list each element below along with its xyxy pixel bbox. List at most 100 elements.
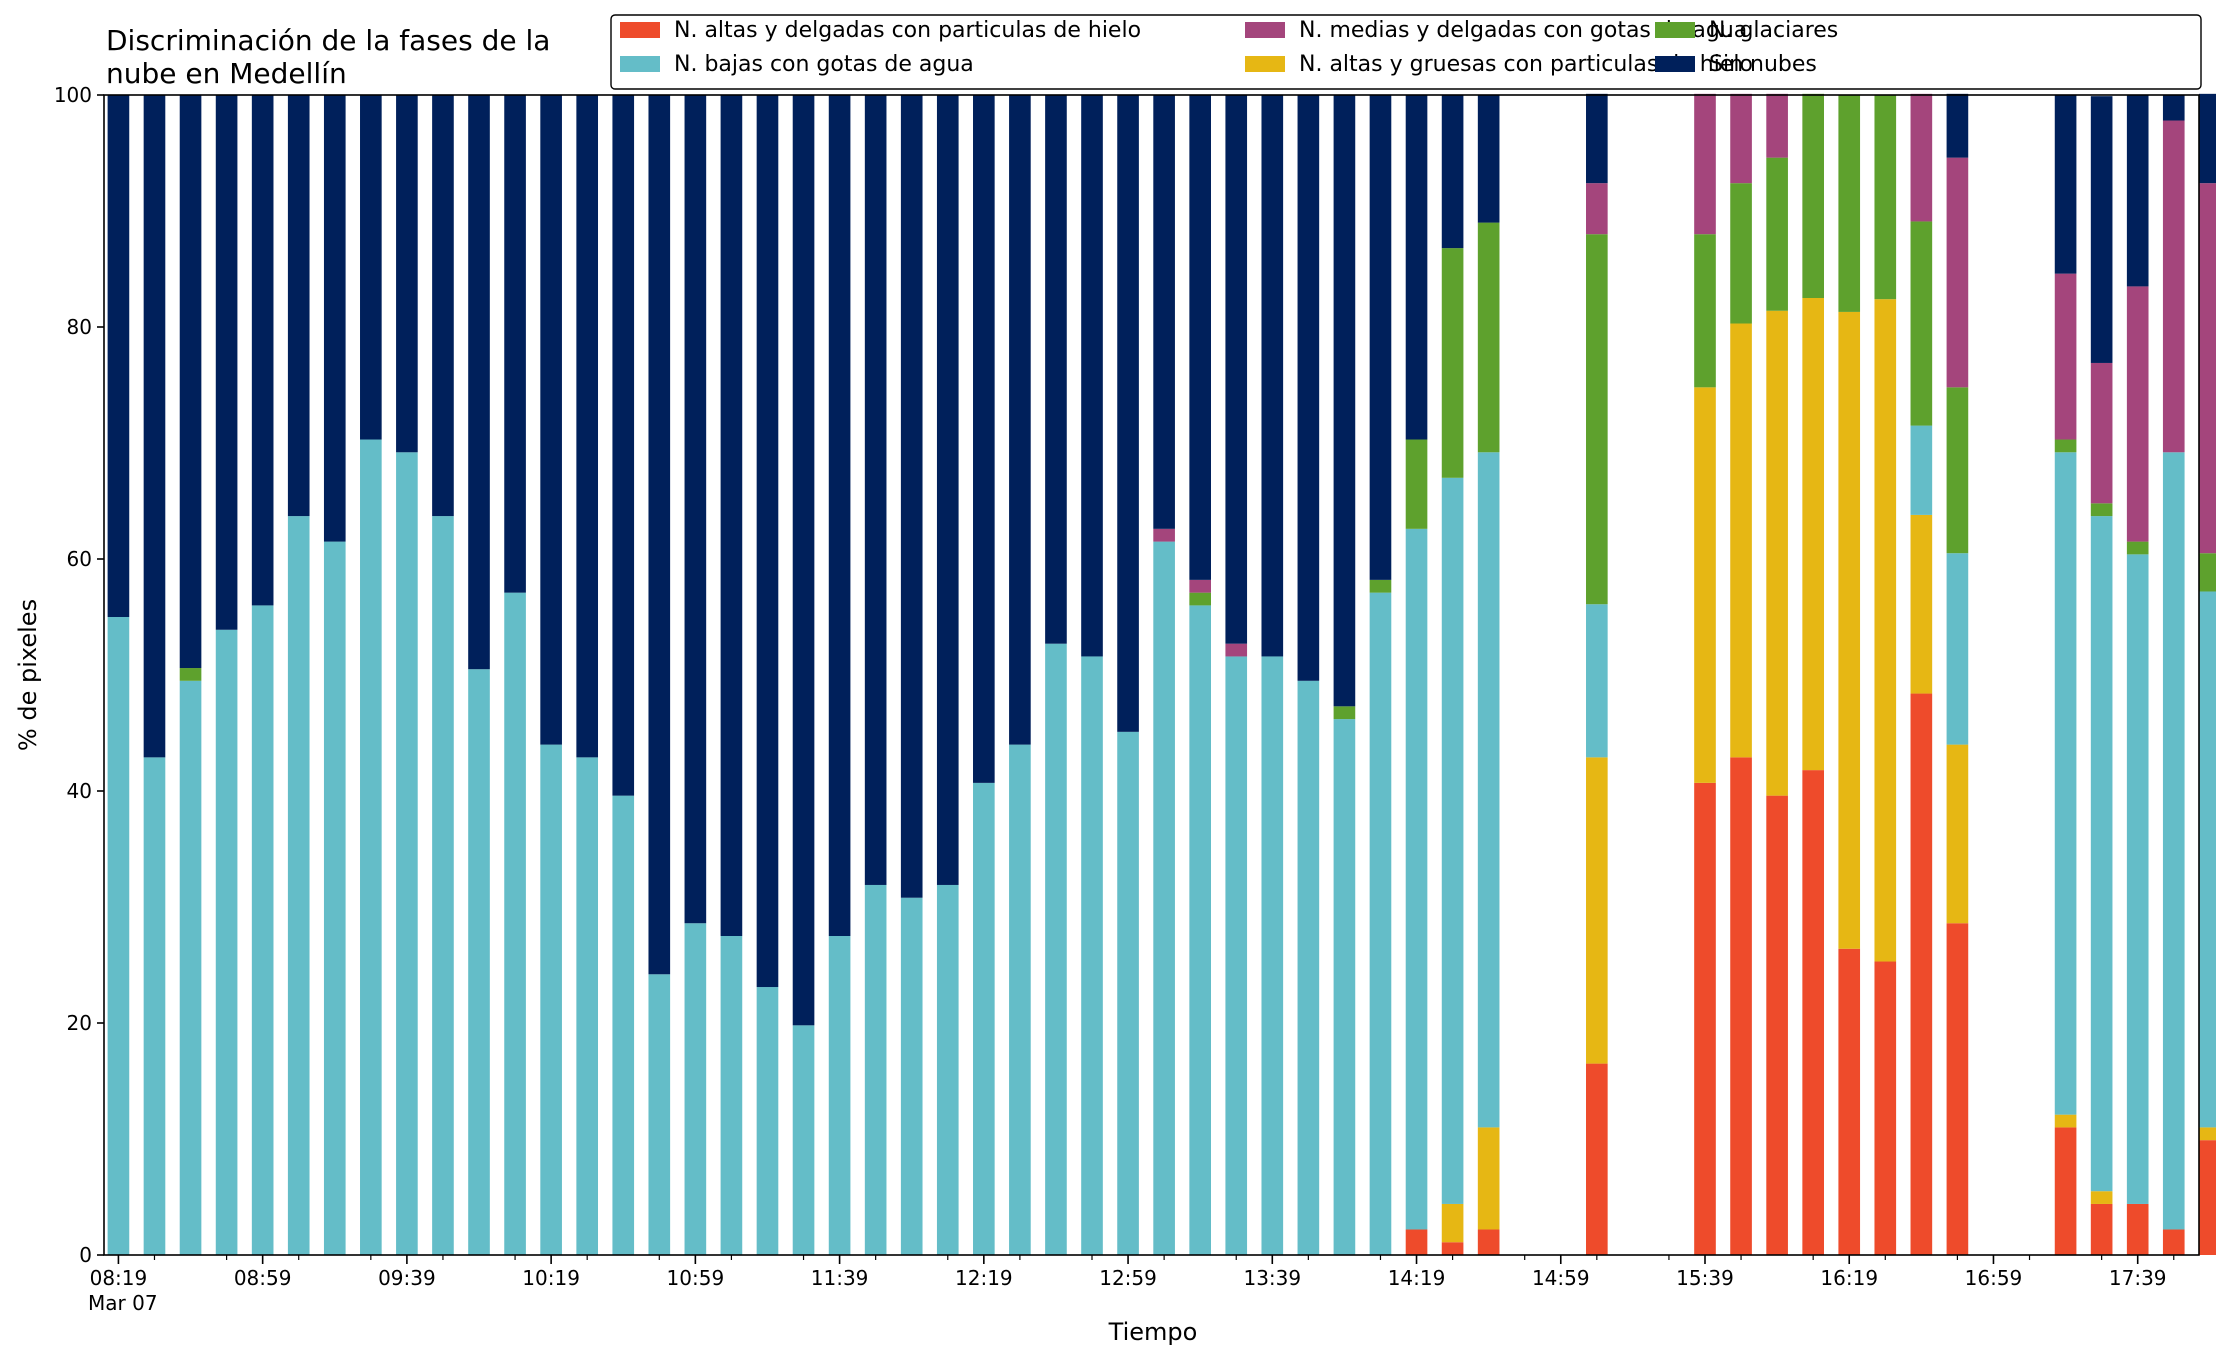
bar-segment	[1766, 157, 1788, 311]
bar-segment	[215, 95, 238, 630]
bar-segment	[1189, 605, 1211, 1255]
bar-segment	[1117, 95, 1139, 732]
bar-segment	[720, 936, 743, 1255]
bar-segment	[1009, 744, 1031, 1255]
bar-segment	[648, 974, 671, 1255]
bar-segment	[1117, 731, 1139, 1255]
bar-segment	[2126, 554, 2149, 1204]
bar-segment	[684, 923, 707, 1255]
bar-segment	[973, 782, 995, 1255]
bar-segment	[287, 95, 310, 517]
y-tick-label: 40	[67, 779, 92, 803]
legend-entry: N. glaciares	[1709, 18, 1838, 43]
bar-segment	[2126, 541, 2149, 555]
y-tick-label: 20	[67, 1011, 92, 1035]
bar-segment	[1045, 95, 1067, 644]
bar-segment	[1766, 795, 1788, 1255]
bar-segment	[1477, 452, 1500, 1128]
x-tick-label: 14:59	[1532, 1266, 1590, 1290]
bar-segment	[1694, 782, 1716, 1255]
bar-segment	[864, 95, 887, 885]
x-tick-label: 10:19	[522, 1266, 580, 1290]
y-tick-label: 80	[67, 315, 92, 339]
bar-segment	[1838, 948, 1861, 1255]
bar-segment	[468, 669, 490, 1255]
bar-segment	[792, 1025, 815, 1255]
bar-segment	[396, 95, 418, 453]
bar-segment	[1153, 95, 1175, 529]
bar-segment	[2054, 273, 2077, 440]
bar-segment	[828, 95, 851, 936]
bar-segment	[540, 95, 562, 745]
bar-segment	[1766, 93, 1788, 158]
bar-segment	[1586, 93, 1608, 184]
bar-segment	[900, 95, 923, 898]
y-tick-label: 0	[79, 1243, 92, 1267]
bar-segment	[2162, 120, 2185, 453]
chart-title-line-2: nube en Medellín	[106, 57, 347, 90]
bar-segment	[1405, 1229, 1428, 1255]
bar-segment	[504, 95, 526, 593]
bar-segment	[143, 95, 166, 758]
bar-segment	[1189, 95, 1211, 580]
bar-segment	[1477, 1229, 1500, 1255]
bar-segment	[1946, 93, 1969, 158]
bar-segment	[1586, 183, 1608, 235]
bar-segment	[2126, 1203, 2149, 1255]
bar-segment	[1586, 1063, 1608, 1255]
bar-segment	[1946, 157, 1969, 388]
bar-segment	[1333, 719, 1356, 1255]
bar-segment	[576, 95, 599, 758]
bar-segment	[720, 95, 743, 936]
bar-segment	[1441, 248, 1464, 478]
bar-segment	[1802, 93, 1824, 298]
bar-segment	[1802, 298, 1824, 771]
x-date-label: Mar 07	[88, 1291, 158, 1315]
legend-entry: N. bajas con gotas de agua	[674, 52, 974, 77]
bar-segment	[936, 884, 959, 1255]
bar-segment	[2090, 503, 2113, 517]
bar-segment	[396, 452, 418, 1255]
bar-segment	[1225, 95, 1248, 644]
bar-segment	[251, 605, 274, 1255]
bar-segment	[2054, 439, 2077, 453]
bar-segment	[432, 516, 454, 1255]
bar-segment	[1730, 757, 1752, 1255]
x-tick-label: 11:39	[811, 1266, 869, 1290]
bar-segment	[1946, 923, 1969, 1255]
bar-segment	[251, 95, 274, 606]
bar-segment	[1405, 528, 1428, 1230]
bar-segment	[1477, 95, 1500, 223]
bar-segment	[576, 757, 599, 1255]
bar-segment	[2090, 96, 2113, 363]
bar-segment	[1802, 770, 1824, 1255]
legend-swatch	[620, 56, 660, 72]
bar-segment	[1730, 183, 1752, 324]
bar-segment	[2162, 1229, 2185, 1255]
bar-segment	[1225, 656, 1248, 1255]
bar-segment	[323, 95, 346, 542]
bar-segment	[1586, 234, 1608, 605]
legend-swatch	[1245, 56, 1285, 72]
bar-segment	[1369, 579, 1392, 593]
bar-segment	[2054, 95, 2077, 274]
bar-segment	[1189, 592, 1211, 606]
bar-segment	[2199, 1140, 2216, 1255]
bar-segment	[1910, 221, 1933, 426]
x-axis: 08:19 08:59 09:39 10:19 10:59 11:39 12:19 12:59…	[90, 1255, 2175, 1290]
x-tick-label: 08:59	[234, 1266, 292, 1290]
bar-segment	[1838, 311, 1861, 949]
bar-segment	[684, 95, 707, 924]
bar-segment	[1441, 477, 1464, 1204]
bar-segment	[2199, 93, 2216, 184]
bar-segment	[215, 629, 238, 1255]
bar-segment	[2054, 452, 2077, 1115]
bar-segment	[756, 95, 779, 988]
bar-segment	[179, 95, 202, 669]
bar-segment	[1694, 234, 1716, 388]
plot-frame	[103, 94, 2200, 1256]
bar-segment	[360, 95, 382, 440]
x-tick-label: 08:19	[90, 1266, 148, 1290]
bar-segment	[756, 987, 779, 1255]
